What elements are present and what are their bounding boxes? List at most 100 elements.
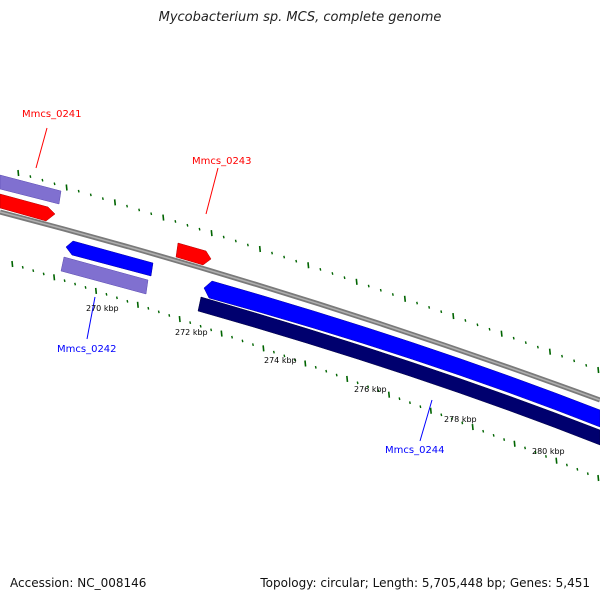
gene-Mmcs_0244[interactable] <box>203 280 600 428</box>
minor-tick <box>319 267 322 271</box>
major-tick <box>387 391 391 398</box>
major-tick <box>597 366 600 374</box>
minor-tick <box>168 314 171 317</box>
minor-tick <box>174 220 177 223</box>
major-tick <box>346 375 349 383</box>
major-tick <box>403 295 407 302</box>
gene-Mmcs_0242[interactable] <box>65 240 154 277</box>
minor-tick <box>84 286 87 289</box>
minor-tick <box>271 251 274 255</box>
minor-tick <box>428 305 431 309</box>
major-tick <box>471 424 474 431</box>
minor-tick <box>186 223 189 227</box>
major-tick <box>597 474 600 482</box>
minor-tick <box>29 175 32 179</box>
major-tick <box>136 301 139 308</box>
minor-tick <box>157 310 160 314</box>
scale-label-272: 272 kbp <box>175 328 208 337</box>
major-tick <box>17 169 20 177</box>
minor-tick <box>488 327 491 331</box>
minor-tick <box>189 321 192 325</box>
minor-tick <box>314 365 317 369</box>
gene-label-0244: Mmcs_0244 <box>385 445 445 456</box>
minor-tick <box>251 343 254 347</box>
gene-label-0241: Mmcs_0241 <box>22 109 82 120</box>
major-tick <box>162 214 165 221</box>
minor-tick <box>576 467 579 471</box>
minor-tick <box>42 272 45 276</box>
major-tick <box>11 260 14 268</box>
minor-tick <box>464 319 467 322</box>
minor-tick <box>101 197 104 201</box>
minor-tick <box>524 446 527 450</box>
minor-tick <box>210 328 213 332</box>
minor-tick <box>246 243 249 247</box>
minor-tick <box>565 463 568 467</box>
minor-tick <box>331 272 334 275</box>
minor-tick <box>126 204 129 208</box>
minor-tick <box>199 324 202 328</box>
minor-tick <box>367 385 370 389</box>
gene-Mmcs_0243[interactable] <box>175 242 212 266</box>
minor-tick <box>356 381 359 385</box>
leader-line-0242 <box>86 296 96 340</box>
leader-line-0244 <box>419 399 433 442</box>
minor-tick <box>450 417 453 421</box>
gene-label-0242: Mmcs_0242 <box>57 344 117 355</box>
minor-tick <box>283 255 286 259</box>
genome-summary-text: Topology: circular; Length: 5,705,448 bp… <box>260 576 590 590</box>
leader-line-0243 <box>205 167 219 215</box>
major-tick <box>304 360 307 367</box>
minor-tick <box>335 373 338 377</box>
minor-tick <box>440 413 443 417</box>
major-tick <box>452 312 455 320</box>
minor-tick <box>77 189 80 193</box>
major-tick <box>65 184 68 191</box>
gene-label-0243: Mmcs_0243 <box>192 156 252 167</box>
minor-tick <box>492 433 495 437</box>
minor-tick <box>138 208 141 212</box>
minor-tick <box>41 178 44 182</box>
minor-tick <box>419 405 422 409</box>
minor-tick <box>379 288 382 292</box>
scale-label-274: 274 kbp <box>264 356 297 365</box>
minor-tick <box>74 282 77 286</box>
major-tick <box>307 262 310 269</box>
minor-tick <box>222 235 225 239</box>
minor-tick <box>461 421 464 425</box>
minor-tick <box>536 345 539 349</box>
minor-tick <box>115 296 118 300</box>
minor-tick <box>63 279 66 283</box>
minor-tick <box>524 341 527 345</box>
scale-label-280: 280 kbp <box>532 447 565 456</box>
minor-tick <box>295 259 298 263</box>
minor-tick <box>126 299 129 303</box>
minor-tick <box>53 182 56 186</box>
minor-tick <box>283 354 286 358</box>
minor-tick <box>586 472 589 476</box>
minor-tick <box>377 389 380 393</box>
minor-tick <box>198 227 201 231</box>
minor-tick <box>482 429 485 433</box>
minor-tick <box>231 335 234 339</box>
minor-tick <box>147 306 150 310</box>
minor-tick <box>534 450 537 454</box>
minor-tick <box>272 350 275 354</box>
major-tick <box>555 457 558 464</box>
cds-feature-0242[interactable] <box>60 256 149 295</box>
leader-line-0241 <box>35 127 48 169</box>
major-tick <box>113 199 117 206</box>
gene-Mmcs_0241[interactable] <box>0 193 56 222</box>
minor-tick <box>585 363 588 367</box>
major-tick <box>220 330 223 337</box>
minor-tick <box>150 212 153 216</box>
minor-tick <box>234 239 237 243</box>
minor-tick <box>476 323 479 327</box>
accession-text: Accession: NC_008146 <box>10 576 147 590</box>
cds-feature-0244[interactable] <box>197 296 600 446</box>
cds-feature-0241[interactable] <box>0 174 62 205</box>
major-tick <box>513 440 516 447</box>
minor-tick <box>89 193 92 197</box>
minor-tick <box>573 359 576 363</box>
minor-tick <box>343 276 346 280</box>
